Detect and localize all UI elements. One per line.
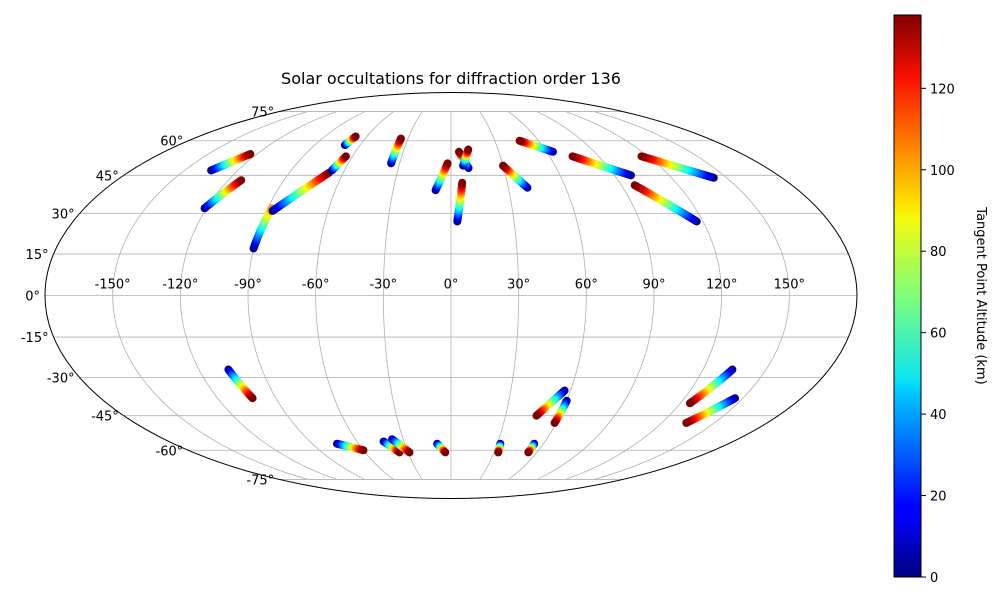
longitude-gridline	[508, 111, 587, 480]
occultation-track	[630, 181, 701, 226]
longitude-tick-label: 30°	[507, 278, 530, 293]
occultation-track	[340, 132, 360, 150]
occultation-track	[200, 176, 246, 213]
latitude-tick-label: 60°	[160, 135, 183, 150]
colorbar-label: Tangent Point Altitude (km)	[973, 206, 988, 384]
occultation-track	[388, 435, 414, 457]
colorbar-tick-label: 120	[930, 82, 955, 97]
latitude-tick-label: -30°	[47, 372, 75, 387]
longitude-tick-label: -150°	[95, 278, 131, 293]
latitude-tick-label: 15°	[26, 248, 49, 263]
occultation-point	[458, 178, 467, 187]
longitude-tick-label: 0°	[444, 278, 459, 293]
occultation-point	[682, 418, 691, 427]
latitude-tick-label: -15°	[21, 331, 49, 346]
latitude-tick-label: 75°	[251, 106, 274, 121]
occultation-point	[237, 176, 246, 185]
occultation-point	[685, 399, 694, 408]
longitude-tick-label: 150°	[774, 278, 805, 293]
colorbar-tick-label: 40	[930, 408, 947, 423]
occultation-point	[550, 418, 559, 427]
latitude-tick-label: 45°	[96, 169, 119, 184]
occultation-track	[332, 439, 368, 455]
occultation-point	[494, 448, 503, 457]
occultation-track	[499, 161, 532, 192]
colorbar-tick-label: 20	[930, 490, 947, 505]
occultation-track	[433, 439, 450, 457]
colorbar-tick-label: 0	[930, 571, 938, 586]
occultation-track	[682, 394, 740, 427]
colorbar-tick-label: 100	[930, 164, 955, 179]
latitude-tick-label: 30°	[52, 207, 75, 222]
occultation-point	[524, 448, 533, 457]
occultation-point	[341, 152, 350, 161]
occultation-point	[454, 147, 463, 156]
occultation-point	[396, 134, 405, 143]
latitude-tick-label: -60°	[156, 444, 184, 459]
occultation-point	[637, 152, 646, 161]
occultation-point	[568, 152, 577, 161]
occultation-track	[431, 159, 452, 195]
longitude-tick-label: 120°	[706, 278, 737, 293]
occultation-track	[494, 439, 505, 457]
longitude-tick-label: -90°	[234, 278, 262, 293]
chart-title: Solar occultations for diffraction order…	[281, 69, 621, 88]
occultation-point	[248, 394, 257, 403]
longitude-tick-label: 60°	[575, 278, 598, 293]
longitude-tick-label: 90°	[642, 278, 665, 293]
occultation-point	[464, 145, 473, 154]
occultation-point	[441, 448, 450, 457]
occultation-track	[207, 150, 255, 175]
longitude-tick-label: -120°	[162, 278, 198, 293]
latitude-tick-label: 0°	[25, 290, 40, 305]
occultation-track	[550, 396, 571, 427]
occultation-point	[532, 411, 541, 420]
occultation-point	[246, 150, 255, 159]
occultation-track	[224, 365, 257, 403]
longitude-gridline	[112, 111, 308, 480]
occultation-point	[405, 448, 414, 457]
longitude-gridline	[315, 111, 394, 480]
latitude-tick-label: -45°	[91, 410, 119, 425]
longitude-tick-label: -60°	[302, 278, 330, 293]
occultation-track	[685, 365, 737, 408]
occultation-point	[359, 446, 368, 455]
occultation-point	[630, 181, 639, 190]
occultation-track	[515, 136, 557, 156]
graticule	[45, 111, 857, 480]
occultation-track	[568, 152, 635, 180]
longitude-gridline	[594, 111, 790, 480]
map-boundary	[44, 92, 858, 499]
occultation-track	[524, 439, 539, 457]
occultation-track	[453, 178, 467, 226]
occultation-track	[387, 134, 405, 168]
latitude-tick-labels: -75° -60° -45° -30° -15° 0° 15° 30° 45° 60° 75°	[21, 106, 274, 489]
colorbar-tick-label: 60	[930, 327, 947, 342]
colorbar-gradient	[893, 14, 922, 578]
occultation-point	[443, 159, 452, 168]
colorbar: 0 20 40 60 80 100 120 Tangent Point Altitude (…	[893, 14, 988, 586]
longitude-gridline	[179, 111, 337, 480]
occultation-point	[351, 132, 360, 141]
colorbar-ticks: 0 20 40 60 80 100 120	[921, 82, 955, 586]
occultation-points	[200, 132, 740, 457]
occultation-track	[459, 145, 473, 170]
longitude-gridline	[382, 111, 423, 480]
occultation-point	[515, 136, 524, 145]
map-area: -150° -120° -90° -60° -30° 0° 30° 60° 90° 120° 150…	[21, 92, 858, 499]
latitude-tick-label: -75°	[246, 473, 274, 488]
colorbar-tick-label: 80	[930, 245, 947, 260]
longitude-gridline	[247, 111, 366, 480]
occultation-track	[327, 152, 350, 175]
occultation-track	[268, 168, 333, 215]
occultation-track	[532, 386, 569, 420]
longitude-tick-label: -30°	[369, 278, 397, 293]
longitude-tick-labels: -150° -120° -90° -60° -30° 0° 30° 60° 90° 120° 150…	[95, 278, 805, 293]
occultation-track	[637, 152, 718, 182]
occultation-point	[499, 161, 508, 170]
